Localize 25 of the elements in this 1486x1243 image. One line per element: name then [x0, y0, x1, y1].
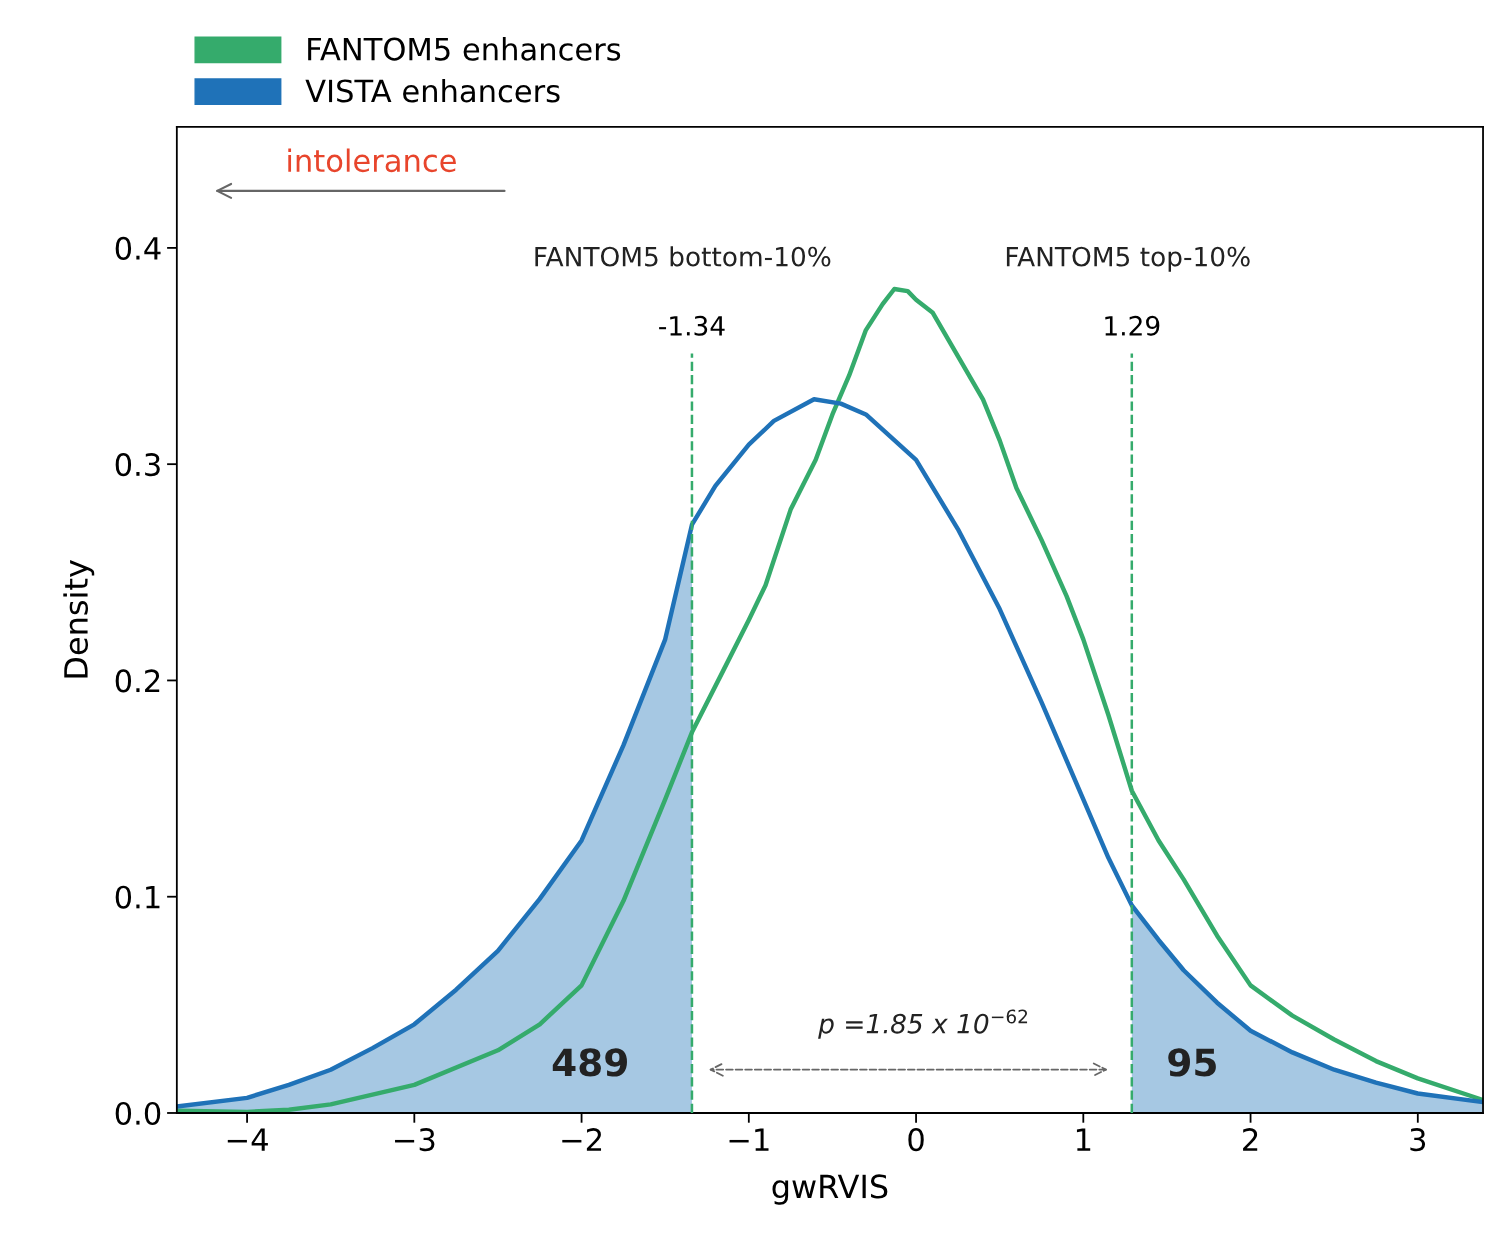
ref-line-label: -1.34: [659, 315, 725, 336]
x-tick-label: −3: [395, 1128, 435, 1152]
ref-line-label: 1.29: [1105, 315, 1160, 336]
x-axis-title: gwRVIS: [772, 1174, 888, 1205]
annotation: FANTOM5 bottom-10%: [535, 246, 831, 267]
annotation: p =1.85 x 10$^{−62}$: [818, 1009, 1028, 1039]
x-tick-label: −1: [729, 1128, 769, 1151]
x-tick-label: 1: [1076, 1128, 1091, 1151]
y-tick-label: 0.4: [115, 236, 161, 260]
annotation: 95: [1168, 1048, 1216, 1077]
y-tick-label: 0.1: [115, 885, 160, 909]
annotation: FANTOM5 top-10%: [1006, 246, 1250, 272]
y-axis-title: Density: [63, 560, 95, 678]
y-tick-label: 0.3: [115, 453, 160, 477]
legend-label: VISTA enhancers: [305, 78, 560, 103]
x-tick-label: −4: [227, 1128, 268, 1151]
y-tick-label: 0.0: [115, 1101, 161, 1126]
annotation: intolerance: [288, 148, 456, 173]
annotation: 489: [552, 1048, 627, 1077]
x-tick-label: 3: [1410, 1128, 1426, 1152]
x-tick-label: 2: [1243, 1128, 1258, 1151]
x-tick-label: 0: [908, 1128, 924, 1152]
y-tick-label: 0.2: [115, 669, 160, 693]
legend-label: FANTOM5 enhancers: [308, 37, 621, 61]
x-tick-label: −2: [562, 1128, 602, 1151]
